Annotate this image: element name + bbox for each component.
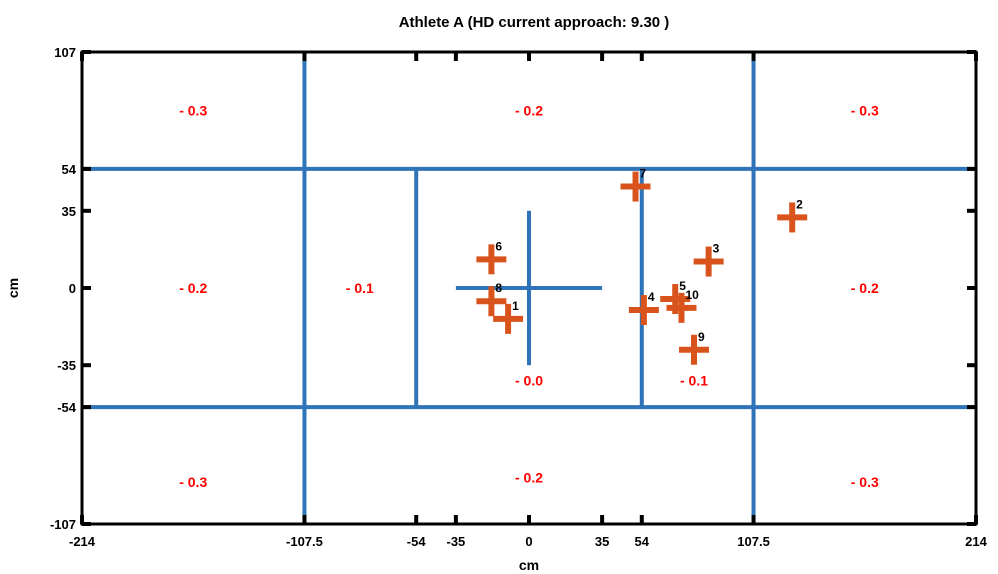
zone-label: - 0.3 bbox=[851, 102, 879, 118]
data-point-9: 9 bbox=[679, 330, 710, 365]
point-label: 1 bbox=[512, 299, 519, 313]
data-point-1: 1 bbox=[493, 299, 524, 334]
data-point-8: 8 bbox=[476, 281, 507, 317]
data-point-10: 10 bbox=[666, 288, 699, 323]
y-tick-label: -107 bbox=[50, 517, 76, 532]
zone-label: - 0.2 bbox=[515, 470, 543, 486]
point-label: 2 bbox=[796, 197, 803, 211]
y-tick-label: -54 bbox=[57, 400, 77, 415]
x-tick-label: 107.5 bbox=[737, 534, 770, 549]
x-tick-label: -35 bbox=[446, 534, 465, 549]
x-tick-label: 35 bbox=[595, 534, 609, 549]
data-point-2: 2 bbox=[777, 197, 808, 233]
data-points: 1 2 3 4 5 6 7 8 9 10 bbox=[476, 167, 808, 365]
chart-title: Athlete A (HD current approach: 9.30 ) bbox=[399, 14, 670, 31]
point-label: 10 bbox=[685, 288, 699, 302]
zone-labels: - 0.3 - 0.2 - 0.3 - 0.2 - 0.1 - 0.0 - 0.1 - 0.2… bbox=[179, 102, 879, 490]
y-tick-label: 107 bbox=[54, 45, 76, 60]
data-point-7: 7 bbox=[620, 167, 651, 202]
y-axis-label: cm bbox=[5, 278, 21, 298]
zone-label: - 0.3 bbox=[179, 474, 207, 490]
zone-lines bbox=[82, 52, 976, 524]
zone-label: - 0.0 bbox=[515, 373, 543, 389]
x-tick-label: -107.5 bbox=[286, 534, 323, 549]
data-point-4: 4 bbox=[628, 290, 659, 326]
point-label: 8 bbox=[495, 281, 502, 295]
zone-label: - 0.3 bbox=[851, 474, 879, 490]
data-point-6: 6 bbox=[476, 239, 507, 275]
point-label: 4 bbox=[648, 290, 655, 304]
zone-label: - 0.2 bbox=[851, 280, 879, 296]
y-tick-label: 35 bbox=[62, 204, 76, 219]
y-tick-label: 54 bbox=[62, 162, 77, 177]
zone-label: - 0.1 bbox=[680, 373, 708, 389]
x-tick-label: 214 bbox=[965, 534, 987, 549]
data-point-3: 3 bbox=[693, 242, 724, 277]
x-tick-label: 0 bbox=[525, 534, 532, 549]
point-label: 3 bbox=[713, 242, 720, 256]
zone-label: - 0.2 bbox=[179, 280, 207, 296]
zone-label: - 0.3 bbox=[179, 102, 207, 118]
x-tick-label: 54 bbox=[635, 534, 650, 549]
x-axis-label: cm bbox=[519, 557, 539, 573]
point-label: 7 bbox=[640, 167, 647, 181]
point-label: 9 bbox=[698, 330, 705, 344]
zone-label: - 0.2 bbox=[515, 102, 543, 118]
y-tick-label: -35 bbox=[57, 358, 76, 373]
x-axis-ticks: -214 -107.5 -54 -35 0 35 54 107.5 214 bbox=[69, 52, 988, 549]
point-label: 5 bbox=[679, 279, 686, 293]
x-tick-label: -54 bbox=[407, 534, 427, 549]
y-tick-label: 0 bbox=[69, 281, 76, 296]
point-label: 6 bbox=[495, 239, 502, 253]
zone-label: - 0.1 bbox=[346, 280, 374, 296]
x-tick-label: -214 bbox=[69, 534, 96, 549]
